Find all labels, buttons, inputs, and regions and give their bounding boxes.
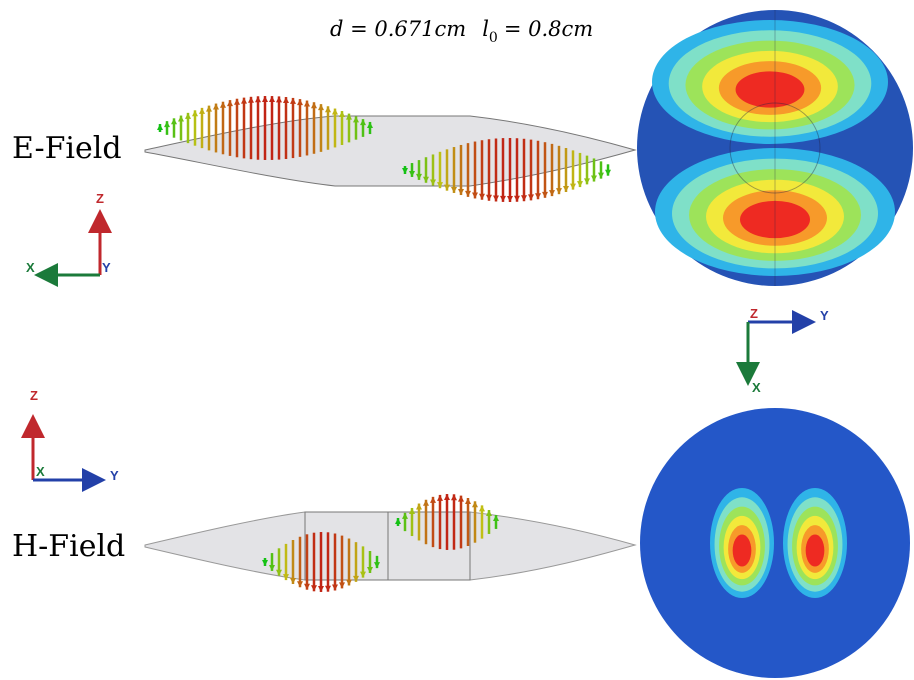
arrow-head [458, 189, 464, 195]
h-guide [145, 512, 635, 580]
parameters: d = 0.671cm l0 = 0.8cm [330, 17, 593, 46]
arrow-head [276, 96, 282, 102]
arrow-head [304, 584, 310, 590]
arrow-head [248, 97, 254, 103]
arrow-head [346, 579, 352, 585]
arrow-head [409, 508, 415, 514]
arrow-head [269, 96, 275, 102]
mode-contour [806, 534, 825, 566]
arrow-head [570, 184, 576, 190]
y-label: Y [102, 260, 111, 275]
z-label: Z [750, 306, 758, 321]
e-guide [145, 116, 635, 186]
arrow-head [465, 191, 471, 197]
arrow-head [479, 505, 485, 511]
arrow-head [493, 195, 499, 201]
arrow-head [192, 110, 198, 116]
arrow-head [451, 494, 457, 500]
arrow-head [262, 96, 268, 102]
h-mode-disc [640, 408, 910, 678]
arrow-head [500, 196, 506, 202]
arrow-head [325, 106, 331, 112]
arrow-head [290, 578, 296, 584]
arrow-head [199, 108, 205, 114]
arrow-head [437, 495, 443, 501]
e-axes: Z X Y [26, 191, 111, 275]
arrow-head [171, 118, 177, 124]
arrow-head [290, 98, 296, 104]
mode-contour [733, 534, 752, 566]
h-field-label: H-Field [12, 529, 125, 564]
arrow-head [605, 170, 611, 176]
l-value: = 0.8cm [504, 17, 593, 41]
arrow-head [549, 190, 555, 196]
x-label: X [36, 464, 45, 479]
arrow-head [423, 500, 429, 506]
arrow-head [507, 196, 513, 202]
arrow-head [458, 496, 464, 502]
arrow-head [486, 510, 492, 516]
arrow-head [318, 104, 324, 110]
arrow-head [318, 586, 324, 592]
arrow-head [325, 586, 331, 592]
arrow-head [563, 186, 569, 192]
arrow-head [206, 106, 212, 112]
arrow-head [444, 494, 450, 500]
arrow-head [521, 195, 527, 201]
arrow-head [528, 194, 534, 200]
arrow-head [577, 181, 583, 187]
l-subscript: 0 [489, 30, 498, 46]
x-label: X [26, 260, 35, 275]
arrow-head [164, 121, 170, 127]
arrow-head [465, 498, 471, 504]
y-label: Y [110, 468, 119, 483]
arrow-head [304, 101, 310, 107]
arrow-head [430, 497, 436, 503]
arrow-head [486, 195, 492, 201]
arrow-head [598, 173, 604, 179]
z-label: Z [96, 191, 104, 206]
l-symbol: l [482, 17, 489, 41]
figure: d = 0.671cm l0 = 0.8cm E-Field H-Field Z X… [0, 0, 914, 680]
mode-contour [736, 71, 805, 107]
arrow-head [339, 582, 345, 588]
arrow-head [472, 192, 478, 198]
arrow-head [416, 504, 422, 510]
d-value: d = 0.671cm [330, 17, 466, 41]
arrow-head [234, 99, 240, 105]
x-label: X [752, 380, 761, 395]
arrow-head [339, 111, 345, 117]
arrow-head [213, 104, 219, 110]
y-label: Y [820, 308, 829, 323]
arrow-head [514, 196, 520, 202]
arrow-head [556, 188, 562, 194]
arrow-head [178, 116, 184, 122]
arrow-head [157, 124, 163, 130]
arrow-head [542, 192, 548, 198]
arrow-head [241, 98, 247, 104]
arrow-head [297, 581, 303, 587]
arrow-head [472, 501, 478, 507]
arrow-head [451, 187, 457, 193]
arrow-head [332, 109, 338, 115]
arrow-head [479, 194, 485, 200]
cs-axes: Z Y X [748, 306, 829, 395]
arrow-head [185, 113, 191, 119]
arrow-head [311, 102, 317, 108]
arrow-head [255, 96, 261, 102]
e-field-label: E-Field [12, 131, 122, 166]
arrow-head [584, 178, 590, 184]
arrow-head [444, 185, 450, 191]
arrow-head [332, 584, 338, 590]
h-axes: Z X Y [30, 388, 119, 483]
arrow-head [283, 97, 289, 103]
arrow-head [591, 176, 597, 182]
arrow-head [535, 193, 541, 199]
arrow-head [227, 100, 233, 106]
arrow-head [311, 585, 317, 591]
arrow-head [297, 99, 303, 105]
z-label: Z [30, 388, 38, 403]
arrow-head [220, 102, 226, 108]
